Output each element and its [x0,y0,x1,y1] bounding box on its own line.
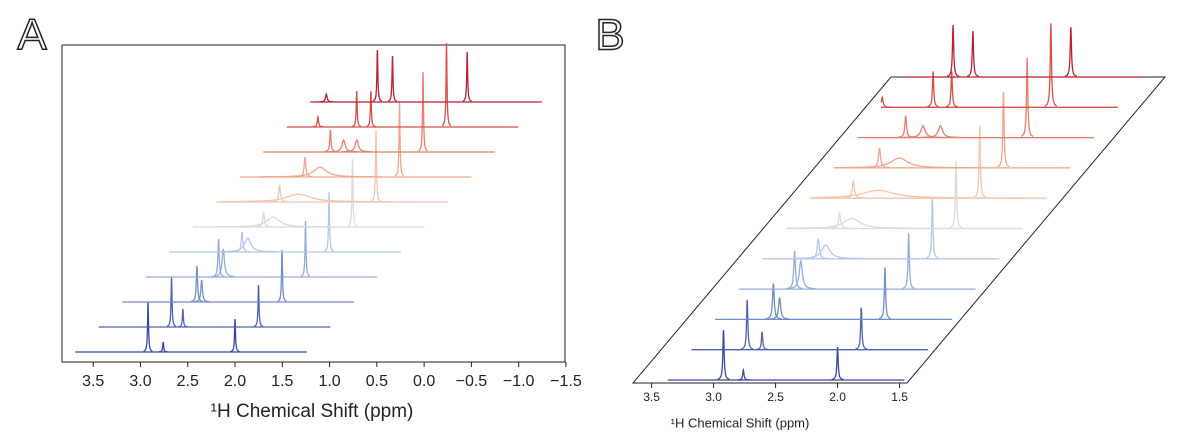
spectrum-peak [1064,26,1077,77]
x-tick-label: −0.5 [456,373,488,390]
x-tick-label: 1.0 [318,373,340,390]
spectrum-peak [1044,23,1058,107]
x-tick-label: 2.0 [829,390,846,404]
spectrum-peak [352,90,362,128]
spectrum-peak [737,367,750,381]
spectrum-peak [230,318,240,353]
panel-label: B [595,11,624,60]
spectrum-peak [178,308,188,328]
spectrum-peak [347,158,358,227]
spectrum-peak [927,71,940,108]
spectrum-peak [372,49,383,102]
spectrum-peak [1020,57,1034,137]
spectrum-peak [949,160,963,229]
x-tick-label: −1.5 [550,373,582,390]
spectrum-peak [234,231,250,253]
spectrum-peak [300,220,311,277]
spectrum-peak [212,216,334,228]
x-tick-label: 3.5 [82,373,104,390]
x-tick-label: 3.0 [705,390,722,404]
spectrum-peak [256,211,272,228]
spectrum-peak [318,92,334,103]
spectrum-peak [328,138,359,153]
x-tick-label: 3.0 [129,373,151,390]
spectrum-peak [813,189,1027,199]
spectrum-peak [997,91,1010,168]
spectrum-peak [277,249,287,302]
spectrum-peak [920,124,961,139]
spectrum-peak [765,283,782,320]
x-tick-label: 1.5 [271,373,293,390]
spectrum-peak [341,138,372,153]
spectrum-peak [418,71,428,152]
x-tick-label: −1.0 [503,373,535,390]
spectrum-peak [741,299,754,350]
spectrum-peak [835,157,979,169]
x-tick-label: 2.5 [767,390,784,404]
spectrum-peak [217,237,278,253]
panel-label: A [17,11,47,60]
spectrum-peak [211,248,235,278]
spectrum-peak [966,30,980,77]
x-tick-label: 0.0 [413,373,435,390]
spectrum-peak [903,124,943,139]
x-tick-label: 3.5 [643,390,660,404]
spectrum-peak [786,244,866,260]
spectrum-peak [311,114,325,128]
spectrum-peak [394,100,405,177]
spectrum-peak [946,24,960,77]
spectrum-peak [878,267,892,320]
spectrum-peak [855,307,868,350]
spectrum-peak [387,55,398,102]
panel-a-frame [61,44,566,363]
x-tick-label: 1.5 [891,390,908,404]
spectrum-peak [831,346,844,381]
spectrum-peak [219,193,412,203]
spectrum-peak [324,191,334,252]
spectrum-peak [158,341,168,353]
spectrum-peak [769,297,790,320]
spectrum-peak [756,331,769,351]
spectrum-peak [271,184,288,203]
spectrum-peak [190,265,204,303]
x-axis-label: ¹H Chemical Shift (ppm) [211,401,414,422]
x-axis-label: ¹H Chemical Shift (ppm) [671,415,810,430]
spectrum-peak [253,284,264,327]
panel-b-frame [631,76,1167,384]
spectrum-peak [808,238,829,260]
x-tick-label: 0.5 [366,373,388,390]
spectrum-peak [194,279,210,303]
spectrum-peak [366,90,376,128]
spectrum-peak [843,178,864,199]
spectrum-peak [902,233,915,289]
spectrum-peak [371,129,381,202]
x-tick-label: 2.0 [224,373,246,390]
spectrum-peak [717,329,730,380]
spectrum-peak [441,42,452,127]
spectrum-peak [880,95,891,108]
spectrum-peak [462,51,472,102]
spectrum-peak [973,126,986,198]
spectrum-peak [324,129,337,153]
x-tick-label: 2.5 [177,373,199,390]
spectrum-peak [897,115,914,138]
spectrum-peak [945,71,958,108]
spectrum-peak [785,258,816,290]
spectrum-peak [829,211,850,229]
spectrum-peak [788,217,932,229]
spectrum-peak [259,166,381,178]
